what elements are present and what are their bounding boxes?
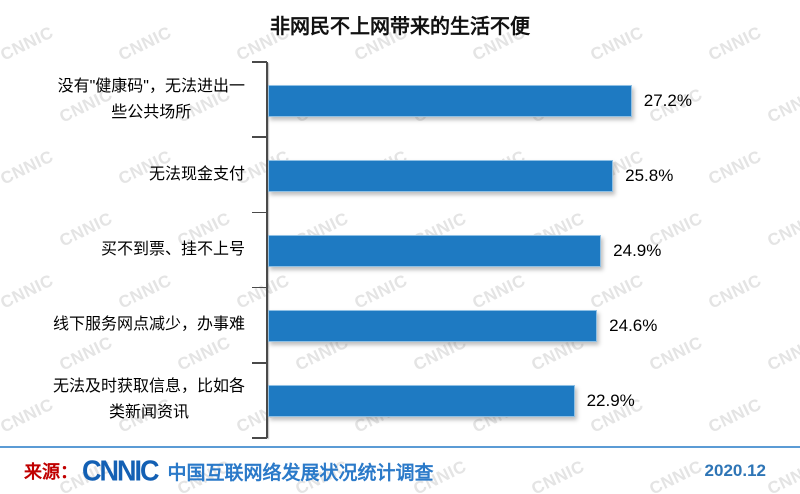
bar-row: 无法现金支付 25.8% bbox=[0, 137, 800, 212]
bar bbox=[268, 159, 614, 192]
bar bbox=[268, 310, 598, 343]
category-label: 线下服务网点减少，办事难 bbox=[52, 316, 245, 334]
value-label: 27.2% bbox=[643, 90, 692, 110]
bar bbox=[268, 84, 632, 117]
bar bbox=[268, 234, 602, 267]
category-label: 无法现金支付 bbox=[148, 165, 245, 183]
axis-tick bbox=[252, 136, 267, 138]
footer: 来源： CNNIC 中国互联网络发展状况统计调查 2020.12 bbox=[0, 448, 800, 494]
chart-title: 非网民不上网带来的生活不便 bbox=[270, 16, 530, 38]
category-label: 买不到票、挂不上号 bbox=[100, 240, 245, 258]
bar-row: 买不到票、挂不上号 24.9% bbox=[0, 212, 800, 287]
value-label: 24.9% bbox=[613, 240, 662, 260]
value-label: 24.6% bbox=[609, 316, 658, 336]
category-label: 无法及时获取信息，比如各 类新闻资讯 bbox=[52, 378, 245, 422]
footer-divider-line bbox=[0, 446, 800, 448]
value-label: 22.9% bbox=[586, 391, 635, 411]
value-label: 25.8% bbox=[625, 165, 674, 185]
source-prefix-label: 来源： bbox=[24, 462, 78, 482]
category-label-cell: 没有"健康码"，无法进出一 些公共场所 bbox=[14, 62, 245, 137]
axis-tick bbox=[252, 61, 267, 63]
category-label-cell: 买不到票、挂不上号 bbox=[14, 212, 245, 287]
report-date: 2020.12 bbox=[704, 461, 766, 480]
category-label-cell: 线下服务网点减少，办事难 bbox=[14, 288, 245, 363]
axis-tick bbox=[252, 286, 267, 289]
category-axis-line bbox=[266, 62, 268, 438]
bar-row: 线下服务网点减少，办事难 24.6% bbox=[0, 288, 800, 363]
axis-tick bbox=[252, 362, 267, 364]
bar-row: 无法及时获取信息，比如各 类新闻资讯 22.9% bbox=[0, 363, 800, 438]
source-name-label: 中国互联网络发展状况统计调查 bbox=[167, 462, 434, 484]
cnnic-logo: CNNIC bbox=[82, 454, 159, 487]
bar-row: 没有"健康码"，无法进出一 些公共场所 27.2% bbox=[0, 62, 800, 137]
axis-tick bbox=[252, 437, 267, 439]
bar bbox=[268, 385, 575, 418]
category-label-cell: 无法现金支付 bbox=[14, 137, 245, 212]
category-label: 没有"健康码"，无法进出一 些公共场所 bbox=[57, 77, 245, 121]
category-label-cell: 无法及时获取信息，比如各 类新闻资讯 bbox=[14, 363, 245, 438]
axis-tick bbox=[252, 211, 267, 214]
